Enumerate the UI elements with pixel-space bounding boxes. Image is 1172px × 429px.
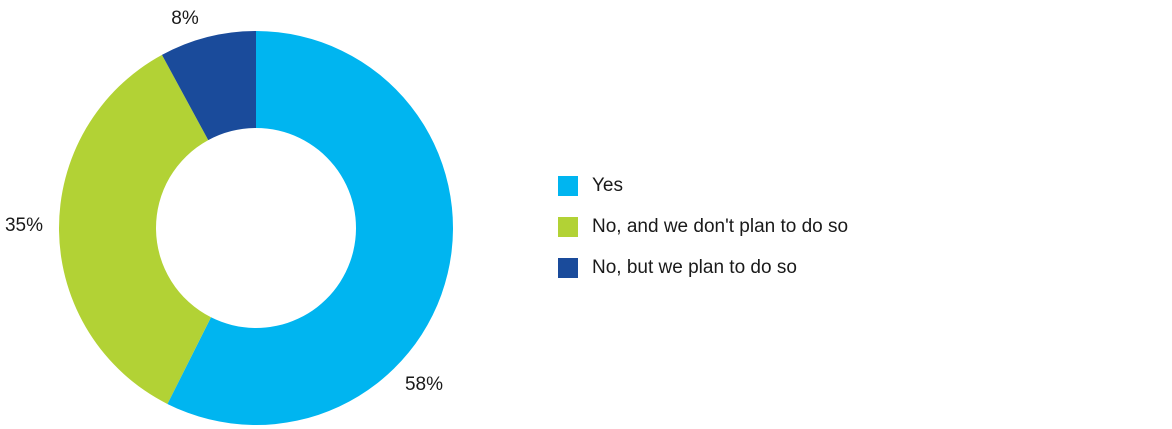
data-label-no-and-we-don-t-plan-to-do-so: 35% [5,215,43,236]
legend-swatch [558,258,578,278]
legend-swatch [558,176,578,196]
legend-item-yes: Yes [558,174,848,198]
donut-slices [59,31,454,425]
slice-no-and-we-don-t-plan-to-do-so [59,54,212,404]
legend: Yes No, and we don't plan to do so No, but… [558,174,848,297]
legend-label: Yes [592,175,623,196]
slice-no-but-we-plan-to-do-so [161,31,256,141]
legend-label: No, but we plan to do so [592,257,797,278]
legend-item-no-but-we-plan-to-do-so: No, but we plan to do so [558,256,848,280]
slice-labels: 58% 35% 8% [5,8,443,395]
slice-yes [167,31,454,425]
data-label-yes: 58% [405,374,443,395]
legend-item-no-and-we-don-t-plan-to-do-so: No, and we don't plan to do so [558,215,848,239]
legend-label: No, and we don't plan to do so [592,216,849,237]
data-label-no-but-we-plan-to-do-so: 8% [171,8,199,29]
legend-swatch [558,217,578,237]
